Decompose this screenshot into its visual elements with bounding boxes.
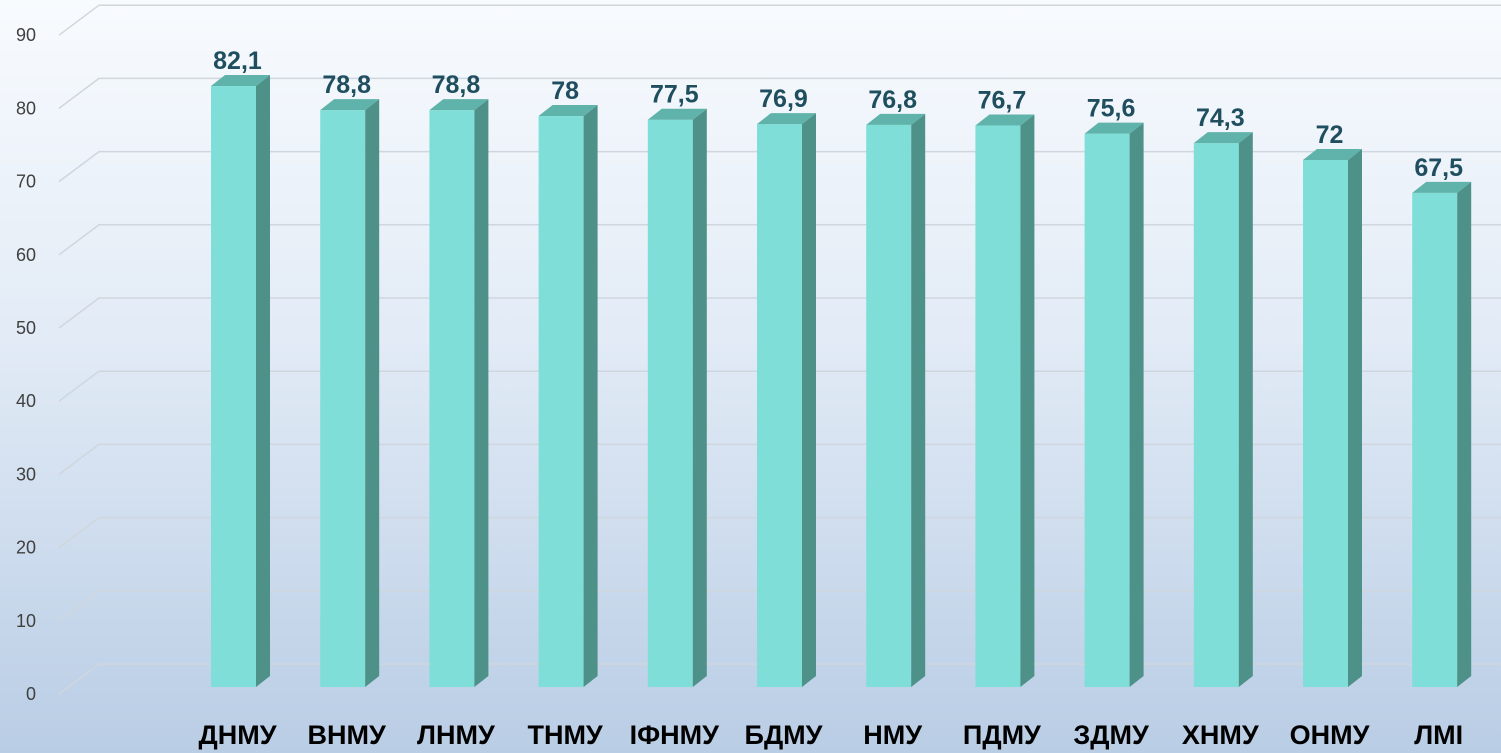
bar-side: [1020, 114, 1035, 687]
data-label: 78: [551, 77, 579, 105]
bar-side: [1129, 122, 1144, 687]
bar-side: [365, 99, 380, 687]
bar: [975, 114, 1035, 687]
data-label: 76,7: [978, 87, 1027, 115]
y-tick-label: 90: [16, 25, 36, 45]
bar-side: [1348, 148, 1362, 687]
category-label: ТНМУ: [527, 720, 603, 750]
y-axis-ticks: 0 10 20 30 40 50 60 70 80 90: [16, 25, 36, 704]
bar: [320, 99, 380, 687]
bar: [1193, 132, 1253, 687]
bar-front: [211, 86, 256, 687]
bar-front: [866, 124, 912, 688]
bar-top: [429, 99, 489, 111]
category-label: ДНМУ: [198, 720, 277, 750]
bar: [429, 99, 489, 687]
bar-side: [911, 113, 926, 688]
category-label: ЛМІ: [1414, 720, 1463, 750]
bar: [1303, 148, 1362, 687]
bar-top: [975, 114, 1035, 126]
data-label: 67,5: [1414, 154, 1463, 182]
bar-front: [647, 119, 693, 687]
y-tick-label: 70: [16, 172, 36, 192]
data-label: 76,8: [868, 86, 917, 114]
bar-front: [1193, 143, 1239, 687]
gridlines: [58, 4, 1501, 695]
bar-top: [1303, 148, 1362, 160]
bar-front: [975, 125, 1021, 687]
bar: [866, 113, 926, 688]
bar-top: [1193, 132, 1253, 144]
bar-front: [429, 110, 475, 687]
category-label: ЗДМУ: [1073, 720, 1150, 750]
bar-side: [1457, 181, 1472, 687]
bar-top: [647, 108, 707, 120]
bar: [1084, 122, 1144, 687]
bar: [211, 75, 270, 687]
bar-front: [1412, 192, 1458, 687]
category-label: ХНМУ: [1182, 720, 1260, 750]
bar-top: [1412, 181, 1472, 193]
y-tick-label: 0: [26, 684, 36, 704]
bar-side: [583, 105, 598, 688]
bar-top: [866, 113, 926, 125]
bar-side: [474, 99, 489, 687]
bar-front: [757, 124, 802, 688]
bar-side: [256, 75, 270, 687]
x-axis-categories: ДНМУ ВНМУ ЛНМУ ТНМУ ІФНМУ БДМУ НМУ ПДМУ ЗДМУ ХНМУ…: [198, 720, 1463, 750]
y-tick-label: 20: [16, 538, 36, 558]
bar: [647, 108, 707, 687]
bar-top: [1084, 122, 1144, 134]
bar: [757, 113, 816, 688]
category-label: ВНМУ: [308, 720, 387, 750]
data-label: 82,1: [213, 47, 262, 75]
gridline-90: [58, 4, 1501, 36]
data-label: 76,9: [759, 85, 808, 113]
y-tick-label: 60: [16, 245, 36, 265]
bar: [538, 105, 598, 688]
bar-top: [320, 99, 380, 111]
bars: [211, 75, 1472, 688]
y-tick-label: 50: [16, 318, 36, 338]
y-tick-label: 40: [16, 391, 36, 411]
bar-front: [320, 110, 366, 687]
bar-top: [538, 105, 598, 117]
bar-top: [757, 113, 816, 125]
data-label: 72: [1316, 121, 1344, 149]
bar-side: [692, 108, 707, 687]
category-label: БДМУ: [745, 720, 824, 750]
category-label: НМУ: [863, 720, 923, 750]
bar-side: [802, 113, 816, 688]
category-label: ОНМУ: [1290, 720, 1371, 750]
category-label: ІФНМУ: [630, 720, 721, 750]
data-labels: 82,1 78,8 78,8 78 77,5 76,9 76,8 76,7 75,6 74,3 72…: [213, 47, 1463, 182]
bar-top: [211, 75, 270, 87]
data-label: 78,8: [322, 71, 371, 99]
data-label: 75,6: [1087, 95, 1136, 123]
data-label: 78,8: [432, 71, 481, 99]
category-label: ПДМУ: [963, 720, 1042, 750]
y-tick-label: 80: [16, 98, 36, 118]
bar-front: [1084, 133, 1130, 687]
bar-side: [1238, 132, 1253, 687]
bar-front: [1303, 159, 1348, 687]
data-label: 74,3: [1196, 104, 1245, 132]
bar: [1412, 181, 1472, 687]
data-label: 77,5: [650, 81, 699, 109]
y-tick-label: 10: [16, 611, 36, 631]
category-label: ЛНМУ: [417, 720, 496, 750]
y-tick-label: 30: [16, 464, 36, 484]
gridline-80: [58, 77, 1501, 109]
bar-front: [538, 116, 584, 688]
